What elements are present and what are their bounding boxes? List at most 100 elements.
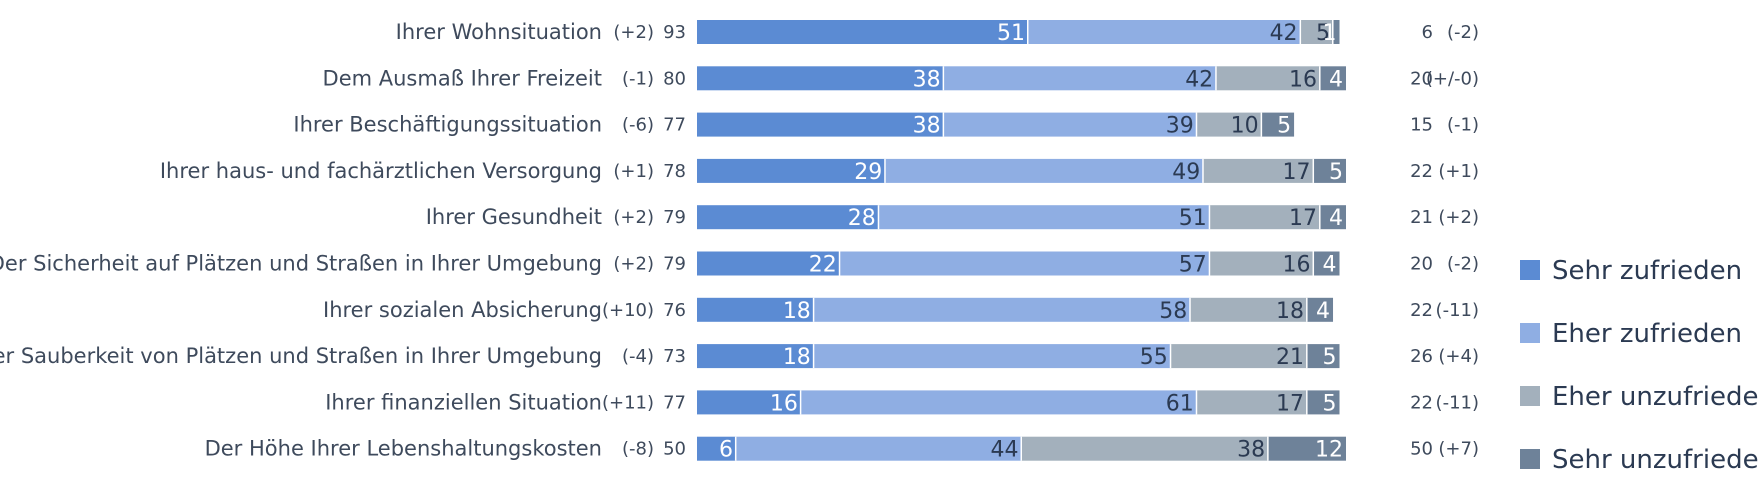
zufrieden-change-0: (+2) [613, 22, 654, 43]
bar-separator-2-row-9 [734, 436, 737, 461]
unzufrieden-change-1: (+/-0) [1426, 68, 1479, 89]
bar-separator-4-row-4 [1319, 205, 1321, 230]
bar-segment-3-row-3 [1203, 158, 1314, 183]
bar-segment-4-row-9 [1268, 436, 1346, 461]
unzufrieden-total-7: 26 [1410, 346, 1433, 367]
zufrieden-total-4: 79 [663, 207, 686, 228]
bar-segment-1-row-5 [697, 251, 840, 276]
legend-swatch-4 [1520, 449, 1540, 469]
unzufrieden-total-4: 21 [1410, 207, 1433, 228]
bar-separator-4-row-8 [1306, 390, 1308, 415]
segment-value-1-row-3: 29 [854, 160, 882, 185]
bar-separator-3-row-7 [1169, 344, 1172, 369]
segment-value-1-row-0: 51 [997, 21, 1025, 46]
segment-value-3-row-3: 17 [1283, 160, 1311, 185]
segment-value-2-row-5: 57 [1179, 253, 1207, 278]
segment-value-4-row-8: 5 [1323, 391, 1337, 416]
bar-segment-4-row-4 [1320, 205, 1346, 230]
bar-segment-4-row-0 [1333, 20, 1340, 44]
bar-separator-3-row-9 [1020, 436, 1022, 461]
bar-separator-4-row-1 [1319, 66, 1321, 91]
bar-segment-3-row-5 [1209, 251, 1314, 276]
segment-value-1-row-1: 38 [913, 67, 941, 92]
bar-segment-1-row-6 [697, 297, 814, 322]
segment-value-3-row-8: 17 [1276, 391, 1304, 416]
legend-swatch-1 [1520, 260, 1540, 280]
bar-separator-4-row-2 [1260, 112, 1263, 137]
zufrieden-change-2: (-6) [622, 115, 654, 136]
bar-segment-2-row-4 [878, 205, 1210, 230]
category-label-1: Dem Ausmaß Ihrer Freizeit [323, 66, 602, 90]
zufrieden-change-1: (-1) [622, 68, 654, 89]
category-label-3: Ihrer haus- und fachärztlichen Versorgun… [160, 159, 602, 183]
legend-label-1: Sehr zufrieden [1552, 256, 1742, 286]
bar-segment-4-row-2 [1261, 112, 1295, 137]
bar-separator-2-row-4 [877, 205, 880, 230]
bar-segment-2-row-8 [800, 390, 1197, 415]
zufrieden-total-6: 76 [663, 300, 686, 321]
bar-separator-3-row-0 [1299, 20, 1302, 44]
category-label-9: Der Höhe Ihrer Lebenshaltungskosten [205, 437, 602, 461]
zufrieden-total-8: 77 [663, 392, 686, 413]
zufrieden-change-7: (-4) [622, 346, 654, 367]
zufrieden-change-9: (-8) [622, 439, 654, 460]
segment-value-4-row-9: 12 [1315, 438, 1343, 463]
segment-value-4-row-4: 4 [1329, 206, 1343, 231]
segment-value-2-row-2: 39 [1166, 114, 1194, 139]
segment-value-1-row-9: 6 [719, 438, 733, 463]
unzufrieden-change-4: (+2) [1438, 207, 1479, 228]
segment-value-2-row-1: 42 [1185, 67, 1213, 92]
bar-segment-3-row-0 [1300, 20, 1334, 44]
unzufrieden-total-6: 22 [1410, 300, 1433, 321]
unzufrieden-total-0: 6 [1422, 22, 1433, 43]
category-label-7: Der Sauberkeit von Plätzen und Straßen i… [0, 344, 602, 368]
category-label-0: Ihrer Wohnsituation [396, 20, 602, 44]
zufrieden-total-1: 80 [663, 68, 686, 89]
segment-value-1-row-8: 16 [770, 391, 798, 416]
unzufrieden-change-9: (+7) [1438, 439, 1479, 460]
zufrieden-change-4: (+2) [613, 207, 654, 228]
unzufrieden-change-3: (+1) [1438, 161, 1479, 182]
bar-segment-2-row-9 [735, 436, 1022, 461]
segment-value-4-row-2: 5 [1277, 114, 1291, 139]
bar-separator-2-row-7 [812, 344, 815, 369]
segment-value-1-row-6: 18 [783, 299, 811, 324]
zufrieden-total-3: 78 [663, 161, 686, 182]
bar-separator-3-row-2 [1195, 112, 1198, 137]
bar-segment-3-row-9 [1021, 436, 1269, 461]
bar-separator-3-row-5 [1208, 251, 1211, 276]
unzufrieden-change-8: (-11) [1436, 392, 1479, 413]
segment-value-1-row-7: 18 [783, 345, 811, 370]
unzufrieden-total-2: 15 [1410, 115, 1433, 136]
bar-segment-3-row-8 [1196, 390, 1308, 415]
legend-label-2: Eher zufrieden [1552, 319, 1742, 349]
bar-separator-2-row-8 [799, 390, 802, 415]
unzufrieden-change-2: (-1) [1447, 115, 1479, 136]
bar-segment-4-row-1 [1320, 66, 1346, 91]
bar-separator-2-row-1 [942, 66, 945, 91]
segment-value-4-row-7: 5 [1323, 345, 1337, 370]
bar-separator-4-row-0 [1332, 20, 1334, 44]
category-label-4: Ihrer Gesundheit [426, 205, 602, 229]
legend-swatch-2 [1520, 323, 1540, 343]
segment-value-4-row-3: 5 [1329, 160, 1343, 185]
bar-separator-3-row-3 [1202, 158, 1204, 183]
bar-segment-2-row-7 [813, 344, 1171, 369]
bar-segment-1-row-9 [697, 436, 736, 461]
unzufrieden-change-7: (+4) [1438, 346, 1479, 367]
bar-segment-4-row-6 [1307, 297, 1334, 322]
bar-separator-2-row-0 [1026, 20, 1029, 44]
bar-segment-1-row-8 [697, 390, 801, 415]
segment-value-4-row-1: 4 [1329, 67, 1343, 92]
segment-value-2-row-6: 58 [1159, 299, 1187, 324]
unzufrieden-change-0: (-2) [1447, 22, 1479, 43]
category-label-8: Ihrer finanziellen Situation [325, 390, 602, 414]
zufrieden-total-9: 50 [663, 439, 686, 460]
segment-value-2-row-0: 42 [1270, 21, 1298, 46]
zufrieden-change-3: (+1) [613, 161, 654, 182]
segment-value-1-row-5: 22 [809, 253, 837, 278]
zufrieden-total-7: 73 [663, 346, 686, 367]
bar-separator-2-row-6 [812, 297, 815, 322]
unzufrieden-total-3: 22 [1410, 161, 1433, 182]
